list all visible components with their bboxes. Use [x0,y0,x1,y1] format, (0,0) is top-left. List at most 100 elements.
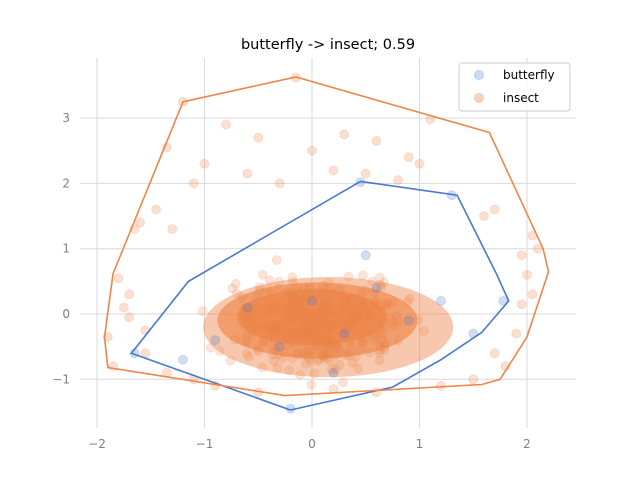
insect-point [309,330,320,341]
insect-point [300,329,311,340]
insect-point [318,352,329,363]
insect-point [323,341,334,352]
insect-point [297,321,308,332]
insect-point [328,165,339,176]
insect-point [383,300,394,311]
insect-point [347,304,358,315]
insect-point [393,316,404,327]
insect-point [403,296,414,307]
insect-point [325,305,336,316]
insect-point [322,317,333,328]
insect-point [309,328,320,339]
insect-point [247,310,258,321]
insect-point [301,335,312,346]
insect-point [286,327,297,338]
insect-point [265,317,276,328]
insect-point [468,374,479,385]
y-tick-label: 3 [62,111,70,125]
legend-marker-butterfly [474,70,484,80]
insect-point [287,353,298,364]
insect-point [325,356,336,367]
insect-point [303,353,314,364]
legend-marker-insect [474,93,484,103]
insect-point [306,379,317,390]
insect-point [351,326,362,337]
insect-point [264,275,275,286]
butterfly-point [178,354,188,365]
insect-point [262,284,273,295]
insect-point [297,324,308,335]
legend-frame [458,62,571,112]
insect-point [305,325,316,336]
insect-point [277,353,288,364]
insect-point [251,322,262,333]
insect-point [355,343,366,354]
insect-point [479,211,489,222]
insect-point [367,328,378,339]
insect-point [313,288,324,299]
insect-point [315,321,326,332]
insect-point [356,336,367,347]
insect-point [300,324,311,335]
insect-point [283,287,294,298]
insect-point [267,327,278,338]
insect-point [292,296,303,307]
insect-point [239,303,250,314]
insect-point [258,336,269,347]
insect-point [327,337,338,348]
insect-point [276,330,287,341]
insect-point [358,337,369,348]
insect-point [283,332,294,343]
y-tick-label: 2 [62,176,70,190]
insect-point [391,311,402,322]
insect-point [305,306,316,317]
butterfly-point [371,282,382,293]
insect-point [312,341,323,352]
insect-point [280,331,291,342]
insect-point [303,320,314,331]
insect-point [334,307,345,318]
insect-point [308,323,319,334]
insect-point [311,333,322,344]
insect-point [331,340,342,351]
insect-point [241,309,252,320]
insect-point [205,342,216,353]
insect-point [259,325,270,336]
insect-point [258,322,269,333]
insect-point [292,348,303,359]
insect-point [242,168,253,179]
insect-point [325,287,336,298]
insect-point [296,293,307,304]
insect-point [371,307,382,318]
insect-point [357,296,368,307]
insect-point [341,322,352,333]
insect-point [248,318,259,329]
insect-point [273,349,284,360]
insect-point [333,341,344,352]
insect-point [239,311,250,322]
insect-point [241,313,252,324]
insect-point [243,351,254,362]
insect-point [227,283,238,294]
insect-point [268,303,279,314]
insect-point [367,276,378,287]
insect-point [286,328,297,339]
insect-point [334,315,345,326]
insect-point [246,323,257,334]
insect-point [333,285,344,296]
insect-point [332,319,343,330]
insect-point [292,324,303,335]
insect-point [322,337,333,348]
insect-point [245,306,256,317]
insect-point [322,346,333,357]
insect-point [367,311,378,322]
insect-point [346,303,357,314]
insect-point [334,301,345,312]
insect-point [324,298,335,309]
insect-point [254,285,265,296]
insect-point [321,305,332,316]
insect-point [269,299,280,310]
insect-point [388,320,399,331]
insect-point [347,327,358,338]
insect-point [323,285,334,296]
